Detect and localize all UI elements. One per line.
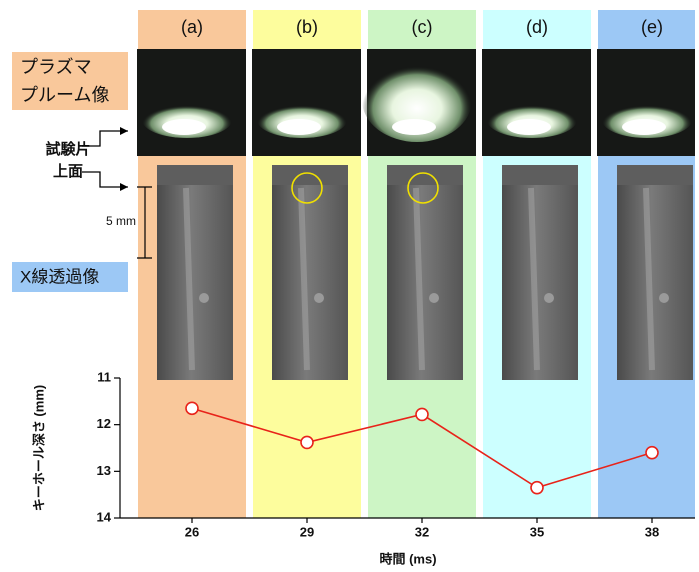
x-tick-label: 32: [415, 524, 429, 539]
plasma-core: [392, 119, 436, 135]
y-tick-label: 11: [97, 369, 111, 384]
x-tick-label: 35: [530, 524, 544, 539]
plasma-core: [507, 119, 551, 135]
xray-surface: [157, 165, 233, 185]
panel-label: (d): [526, 17, 548, 37]
x-axis-label: 時間 (ms): [379, 551, 436, 566]
y-tick-label: 13: [97, 463, 111, 478]
xray-pore: [544, 293, 554, 303]
xray-surface: [387, 165, 463, 185]
data-point: [416, 408, 428, 420]
plasma-label: プラズマ: [20, 57, 92, 77]
x-tick-label: 26: [185, 524, 199, 539]
xray-image: [617, 165, 693, 380]
data-point: [301, 436, 313, 448]
panel-label: (a): [181, 17, 203, 37]
y-tick-label: 12: [97, 416, 111, 431]
scale-label: 5 mm: [106, 214, 136, 228]
arrowhead: [120, 183, 128, 191]
xray-surface: [272, 165, 348, 185]
xray-image: [272, 165, 348, 380]
panel-label: (e): [641, 17, 663, 37]
plasma-core: [162, 119, 206, 135]
xray-label: X線透過像: [20, 267, 99, 286]
xray-pore: [429, 293, 439, 303]
page: (a) (b) (c) (d) (e) プラズマ プルーム像 試験片 上面 5 mm X…: [0, 0, 699, 572]
panel-label: (b): [296, 17, 318, 37]
xray-surface: [617, 165, 693, 185]
xray-surface: [502, 165, 578, 185]
figure: (a) (b) (c) (d) (e) プラズマ プルーム像 試験片 上面 5 mm X…: [0, 0, 699, 572]
xray-pore: [314, 293, 324, 303]
data-point: [646, 447, 658, 459]
plasma-label: プルーム像: [20, 85, 109, 105]
x-tick-label: 29: [300, 524, 314, 539]
plasma-core: [277, 119, 321, 135]
xray-image: [387, 165, 463, 380]
plasma-core: [622, 119, 666, 135]
xray-pore: [659, 293, 669, 303]
arrowhead: [120, 127, 128, 135]
surface-label: 上面: [53, 163, 83, 180]
xray-image: [157, 165, 233, 380]
panel-label: (c): [412, 17, 433, 37]
y-axis-label: キーホール深さ (mm): [31, 385, 46, 511]
x-tick-label: 38: [645, 524, 659, 539]
y-tick-label: 14: [97, 509, 112, 524]
data-point: [186, 402, 198, 414]
surface-label: 試験片: [45, 140, 90, 158]
xray-image: [502, 165, 578, 380]
data-point: [531, 482, 543, 494]
xray-pore: [199, 293, 209, 303]
